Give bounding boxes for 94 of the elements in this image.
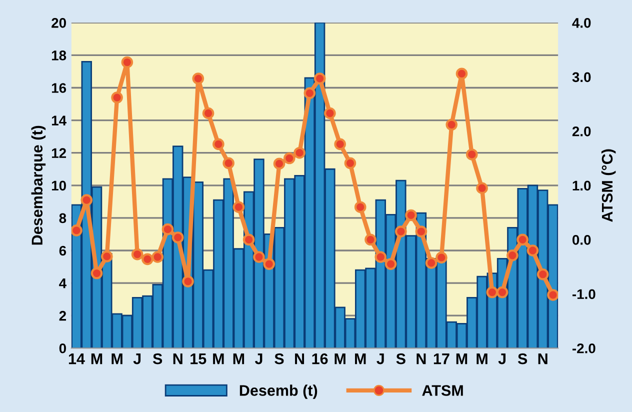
point <box>242 234 255 246</box>
y-tick-label: 14 <box>52 116 66 126</box>
y-tick-label: 20 <box>52 18 66 28</box>
point <box>172 232 184 244</box>
point <box>192 72 204 84</box>
x-tick-label: S <box>152 353 162 364</box>
point <box>405 209 417 222</box>
x-tick-label: N <box>173 354 182 364</box>
legend-label: ATSM <box>422 385 463 396</box>
x-tick-label: N <box>538 354 548 364</box>
point <box>466 148 478 160</box>
point <box>344 157 356 170</box>
x-tick-label: N <box>295 354 304 364</box>
x-tick-label: J <box>254 354 262 364</box>
point <box>152 251 164 263</box>
point <box>496 286 508 298</box>
point <box>71 224 82 236</box>
legend-label: Desemb (t) <box>240 384 318 399</box>
point <box>273 158 286 170</box>
point <box>526 244 539 256</box>
point <box>283 152 296 164</box>
point <box>100 250 113 262</box>
y-tick-label: 0 <box>59 343 66 354</box>
x-tick-label: S <box>274 353 284 364</box>
point <box>142 253 154 266</box>
point <box>131 248 144 260</box>
x-tick-label: M <box>91 354 102 364</box>
point <box>304 87 316 100</box>
y2-tick-label: -2.0 <box>572 343 596 354</box>
point <box>415 226 428 238</box>
x-tick-label: M <box>334 354 346 364</box>
point <box>425 257 438 269</box>
point <box>121 56 134 68</box>
y-tick-label: 10 <box>52 180 66 191</box>
y-tick-label: 4 <box>59 278 66 288</box>
point <box>364 234 376 246</box>
y2-tick-label: -1.0 <box>572 289 596 300</box>
x-tick-label: M <box>476 354 488 364</box>
point <box>354 201 366 214</box>
point <box>162 223 174 236</box>
point <box>374 251 387 263</box>
x-tick-label: J <box>376 354 384 364</box>
point <box>486 286 498 298</box>
y2-tick-label: 3.0 <box>572 72 591 82</box>
y-tick-label: 8 <box>59 213 66 224</box>
x-tick-label: 16 <box>312 353 328 364</box>
x-tick-label: 14 <box>68 354 85 364</box>
y-tick-label: 12 <box>52 148 66 158</box>
x-tick-label: M <box>355 354 366 364</box>
point <box>547 289 558 301</box>
x-tick-label: S <box>518 353 528 364</box>
point <box>111 92 123 104</box>
point <box>456 68 468 80</box>
point <box>446 118 458 131</box>
point <box>263 258 276 270</box>
y2-tick-label: 1.0 <box>572 180 591 191</box>
x-tick-label: N <box>416 354 426 364</box>
point <box>90 267 103 280</box>
x-tick-label: M <box>213 354 224 364</box>
point <box>212 138 224 150</box>
x-tick-label: M <box>112 354 122 364</box>
point <box>314 72 326 84</box>
y-axis-title: Desembarque (t) <box>31 126 46 245</box>
y2-tick-label: 2.0 <box>572 126 591 136</box>
y-tick-label: 16 <box>52 83 66 93</box>
x-tick-label: M <box>233 354 244 364</box>
point <box>80 194 93 206</box>
x-tick-label: J <box>133 354 141 364</box>
point <box>294 146 306 159</box>
point <box>324 107 336 120</box>
x-tick-label: S <box>396 353 406 364</box>
point <box>516 234 528 246</box>
point <box>536 268 549 280</box>
y-tick-label: 6 <box>59 246 66 256</box>
point <box>253 251 265 263</box>
y-tick-label: 18 <box>52 50 66 60</box>
x-tick-label: 15 <box>190 354 206 364</box>
x-tick-label: 17 <box>434 354 450 364</box>
point <box>232 201 245 214</box>
point <box>222 157 234 170</box>
point <box>384 258 397 270</box>
point <box>436 252 448 264</box>
point <box>182 276 194 288</box>
x-tick-label: M <box>456 354 468 364</box>
point <box>202 107 214 120</box>
point <box>334 138 346 150</box>
x-tick-label: J <box>498 354 506 364</box>
point <box>476 182 488 194</box>
point <box>395 226 407 238</box>
y2-axis-title: ATSM (°C) <box>601 149 616 222</box>
y2-tick-label: 0.0 <box>572 234 591 245</box>
y2-tick-label: 4.0 <box>572 18 591 28</box>
point <box>506 249 518 262</box>
y-tick-label: 2 <box>59 310 66 321</box>
